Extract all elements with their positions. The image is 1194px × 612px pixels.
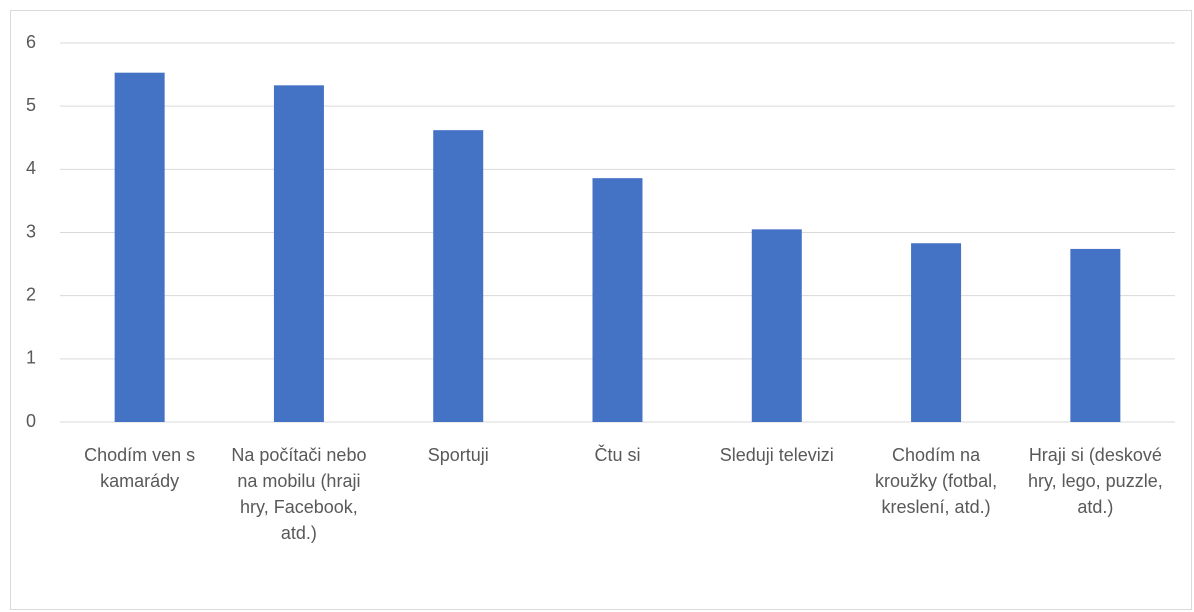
bar [592,178,643,422]
y-tick-label: 5 [26,95,36,115]
chart-border [10,10,1192,610]
y-tick-label: 6 [26,32,36,52]
x-tick-label: Na počítači nebo na mobilu (hraji hry, F… [231,445,367,543]
bar [1070,248,1121,422]
x-tick-label: Sleduji televizi [719,445,834,465]
bar [911,243,962,422]
x-tick-label: Hraji si (deskové hry, lego, puzzle, atd… [1027,445,1163,517]
x-tick-label: Chodím ven s kamarády [84,445,196,491]
bar [433,130,484,423]
bar [273,85,324,423]
y-tick-label: 3 [26,221,36,241]
x-tick-label: Sportuji [427,445,489,465]
bar [114,72,165,423]
y-tick-label: 2 [26,284,36,304]
y-tick-label: 0 [26,411,36,431]
bar [751,229,802,422]
x-tick-label: Čtu si [594,445,641,465]
x-tick-label: Chodím na kroužky (fotbal, kreslení, atd… [875,445,998,517]
y-tick-label: 4 [26,158,36,178]
y-tick-label: 1 [26,348,36,368]
